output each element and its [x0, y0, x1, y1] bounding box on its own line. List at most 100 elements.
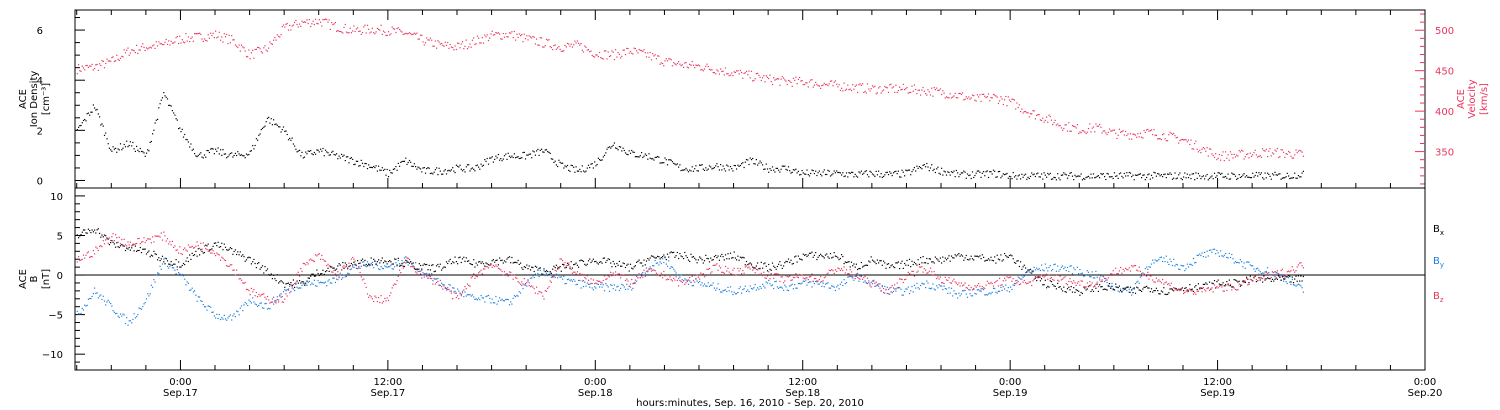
density-point	[668, 159, 670, 161]
density-point	[148, 150, 150, 152]
bx-point	[736, 259, 738, 261]
bx-point	[885, 267, 887, 269]
bz-point	[878, 283, 880, 285]
bx-point	[754, 267, 756, 269]
velocity-point	[571, 46, 573, 48]
density-point	[132, 141, 134, 144]
density-point	[1234, 175, 1237, 177]
bz-point	[733, 267, 735, 269]
velocity-point	[1223, 160, 1225, 162]
x-axis-title: hours:minutes, Sep. 16, 2010 - Sep. 20, …	[636, 398, 864, 409]
by-point	[131, 322, 133, 324]
density-point	[654, 156, 656, 159]
bx-point	[1065, 291, 1067, 293]
bx-point	[569, 267, 571, 269]
density-point	[1200, 178, 1202, 180]
velocity-point	[1280, 149, 1282, 151]
velocity-point	[476, 35, 478, 37]
bx-point	[396, 265, 398, 267]
bz-point	[232, 269, 234, 271]
by-point	[244, 302, 246, 304]
bz-point	[436, 281, 438, 284]
by-point	[576, 283, 578, 285]
density-point	[95, 109, 97, 111]
density-point	[832, 173, 834, 175]
by-point	[611, 284, 613, 287]
velocity-point	[343, 26, 345, 29]
velocity-point	[169, 44, 171, 46]
bx-point	[1046, 287, 1048, 289]
velocity-point	[968, 96, 970, 98]
top-right-axis-label-line1: ACE	[1456, 89, 1467, 109]
density-point	[308, 150, 310, 152]
density-point	[1262, 177, 1264, 179]
bx-point	[332, 267, 334, 269]
by-point	[627, 288, 629, 290]
bx-point	[159, 260, 161, 262]
density-point	[1233, 173, 1235, 175]
density-point	[1087, 175, 1090, 177]
density-point	[211, 147, 213, 150]
velocity-point	[949, 93, 951, 95]
bx-point	[1138, 289, 1140, 291]
by-point	[502, 300, 504, 302]
by-point	[721, 291, 723, 293]
by-point	[664, 257, 666, 259]
velocity-point	[883, 89, 885, 91]
density-point	[921, 168, 923, 170]
by-point	[620, 287, 622, 289]
bx-point	[128, 246, 130, 249]
density-point	[168, 104, 170, 106]
velocity-point	[601, 57, 603, 59]
bz-point	[715, 264, 717, 266]
bx-point	[1222, 282, 1224, 284]
by-point	[596, 283, 598, 285]
velocity-point	[433, 45, 435, 47]
bz-point	[868, 282, 870, 284]
bz-point	[380, 295, 382, 297]
density-point	[1150, 174, 1153, 176]
by-point	[544, 275, 546, 277]
bx-point	[1081, 292, 1083, 295]
density-point	[478, 166, 480, 168]
density-point	[412, 165, 414, 167]
bx-point	[1258, 277, 1260, 279]
bx-point	[827, 256, 829, 258]
velocity-point	[79, 70, 81, 72]
density-point	[1110, 176, 1112, 178]
density-point	[970, 177, 972, 180]
bz-point	[804, 278, 806, 280]
density-point	[1079, 175, 1081, 177]
density-point	[1160, 174, 1162, 176]
bz-point	[365, 286, 367, 288]
bx-point	[231, 248, 233, 250]
density-point	[516, 156, 518, 158]
bz-point	[643, 269, 645, 271]
bx-point	[171, 264, 173, 266]
velocity-point	[970, 97, 972, 99]
density-point	[741, 163, 743, 165]
bx-point	[1048, 286, 1050, 288]
by-point	[503, 300, 506, 302]
density-point	[364, 162, 366, 165]
velocity-point	[1263, 149, 1265, 152]
bz-point	[876, 284, 878, 286]
density-point	[1249, 177, 1251, 179]
velocity-point	[575, 42, 577, 44]
density-point	[911, 171, 913, 173]
bx-point	[552, 268, 554, 270]
velocity-point	[573, 44, 575, 46]
by-point	[1249, 264, 1251, 266]
bz-point	[981, 285, 983, 288]
bx-point	[1229, 285, 1232, 287]
bz-point	[471, 276, 473, 278]
velocity-point	[334, 21, 336, 24]
bx-point	[452, 261, 454, 263]
by-point	[110, 303, 112, 305]
velocity-point	[755, 73, 757, 75]
bz-point	[76, 261, 78, 263]
by-point	[612, 288, 614, 290]
by-point	[94, 287, 96, 289]
velocity-point	[111, 57, 113, 59]
bz-point	[324, 260, 327, 262]
